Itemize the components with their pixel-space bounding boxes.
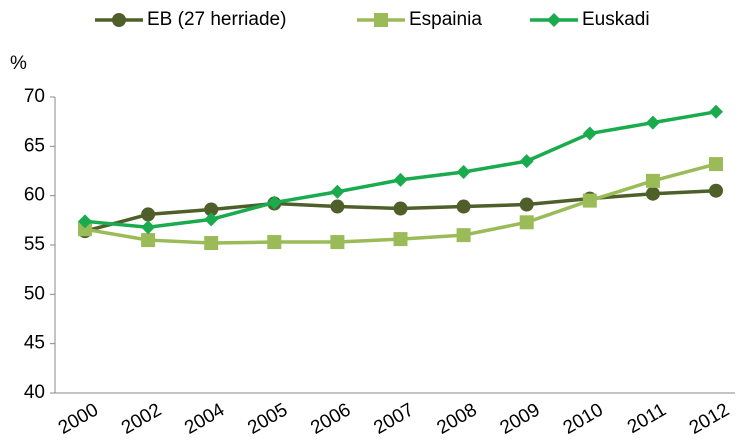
point	[204, 236, 219, 251]
x-tick-label: 2010	[560, 399, 607, 438]
x-tick-label: 2007	[370, 399, 417, 438]
x-tick-label: 2004	[181, 399, 228, 439]
point	[393, 232, 408, 247]
y-axis-label: %	[10, 53, 27, 74]
point	[330, 235, 345, 250]
point	[204, 202, 219, 217]
point	[141, 233, 156, 248]
y-tick-label: 40	[24, 382, 45, 403]
point	[645, 173, 660, 188]
x-tick-label: 2008	[433, 399, 480, 438]
y-tick-label: 65	[24, 135, 45, 156]
x-tick-label: 2011	[624, 399, 670, 438]
point	[78, 222, 92, 237]
x-tick-label: 2002	[118, 399, 165, 438]
point	[519, 197, 534, 212]
x-tick-label: 2009	[497, 399, 544, 438]
x-tick-label: 2012	[686, 399, 733, 438]
point	[582, 193, 597, 208]
legend-label: Euskadi	[582, 9, 650, 30]
point	[204, 212, 219, 227]
x-tick-label: 2000	[55, 399, 102, 438]
point	[78, 214, 92, 229]
y-tick-label: 70	[24, 86, 45, 107]
point	[374, 13, 388, 27]
point	[709, 157, 723, 172]
point	[519, 154, 534, 169]
point	[645, 115, 660, 130]
point	[547, 13, 561, 27]
point	[393, 172, 408, 187]
point	[456, 199, 471, 214]
point	[519, 215, 534, 230]
point	[709, 104, 723, 119]
point	[330, 199, 345, 214]
point	[456, 228, 471, 243]
legend-label: EB (27 herriade)	[147, 9, 286, 30]
point	[112, 13, 126, 27]
y-tick-label: 55	[24, 234, 45, 255]
point	[456, 164, 471, 179]
x-tick-label: 2005	[244, 399, 291, 438]
point	[393, 201, 408, 216]
point	[582, 126, 597, 141]
y-tick-label: 50	[24, 283, 45, 304]
legend-label: Espainia	[409, 9, 482, 30]
point	[141, 207, 156, 222]
point	[645, 186, 660, 201]
point	[267, 235, 282, 250]
x-tick-label: 2006	[307, 399, 354, 438]
point	[330, 184, 345, 199]
y-tick-label: 60	[24, 185, 45, 206]
y-tick-label: 45	[24, 333, 45, 354]
point	[141, 220, 156, 235]
point	[267, 195, 282, 210]
point	[709, 183, 723, 198]
